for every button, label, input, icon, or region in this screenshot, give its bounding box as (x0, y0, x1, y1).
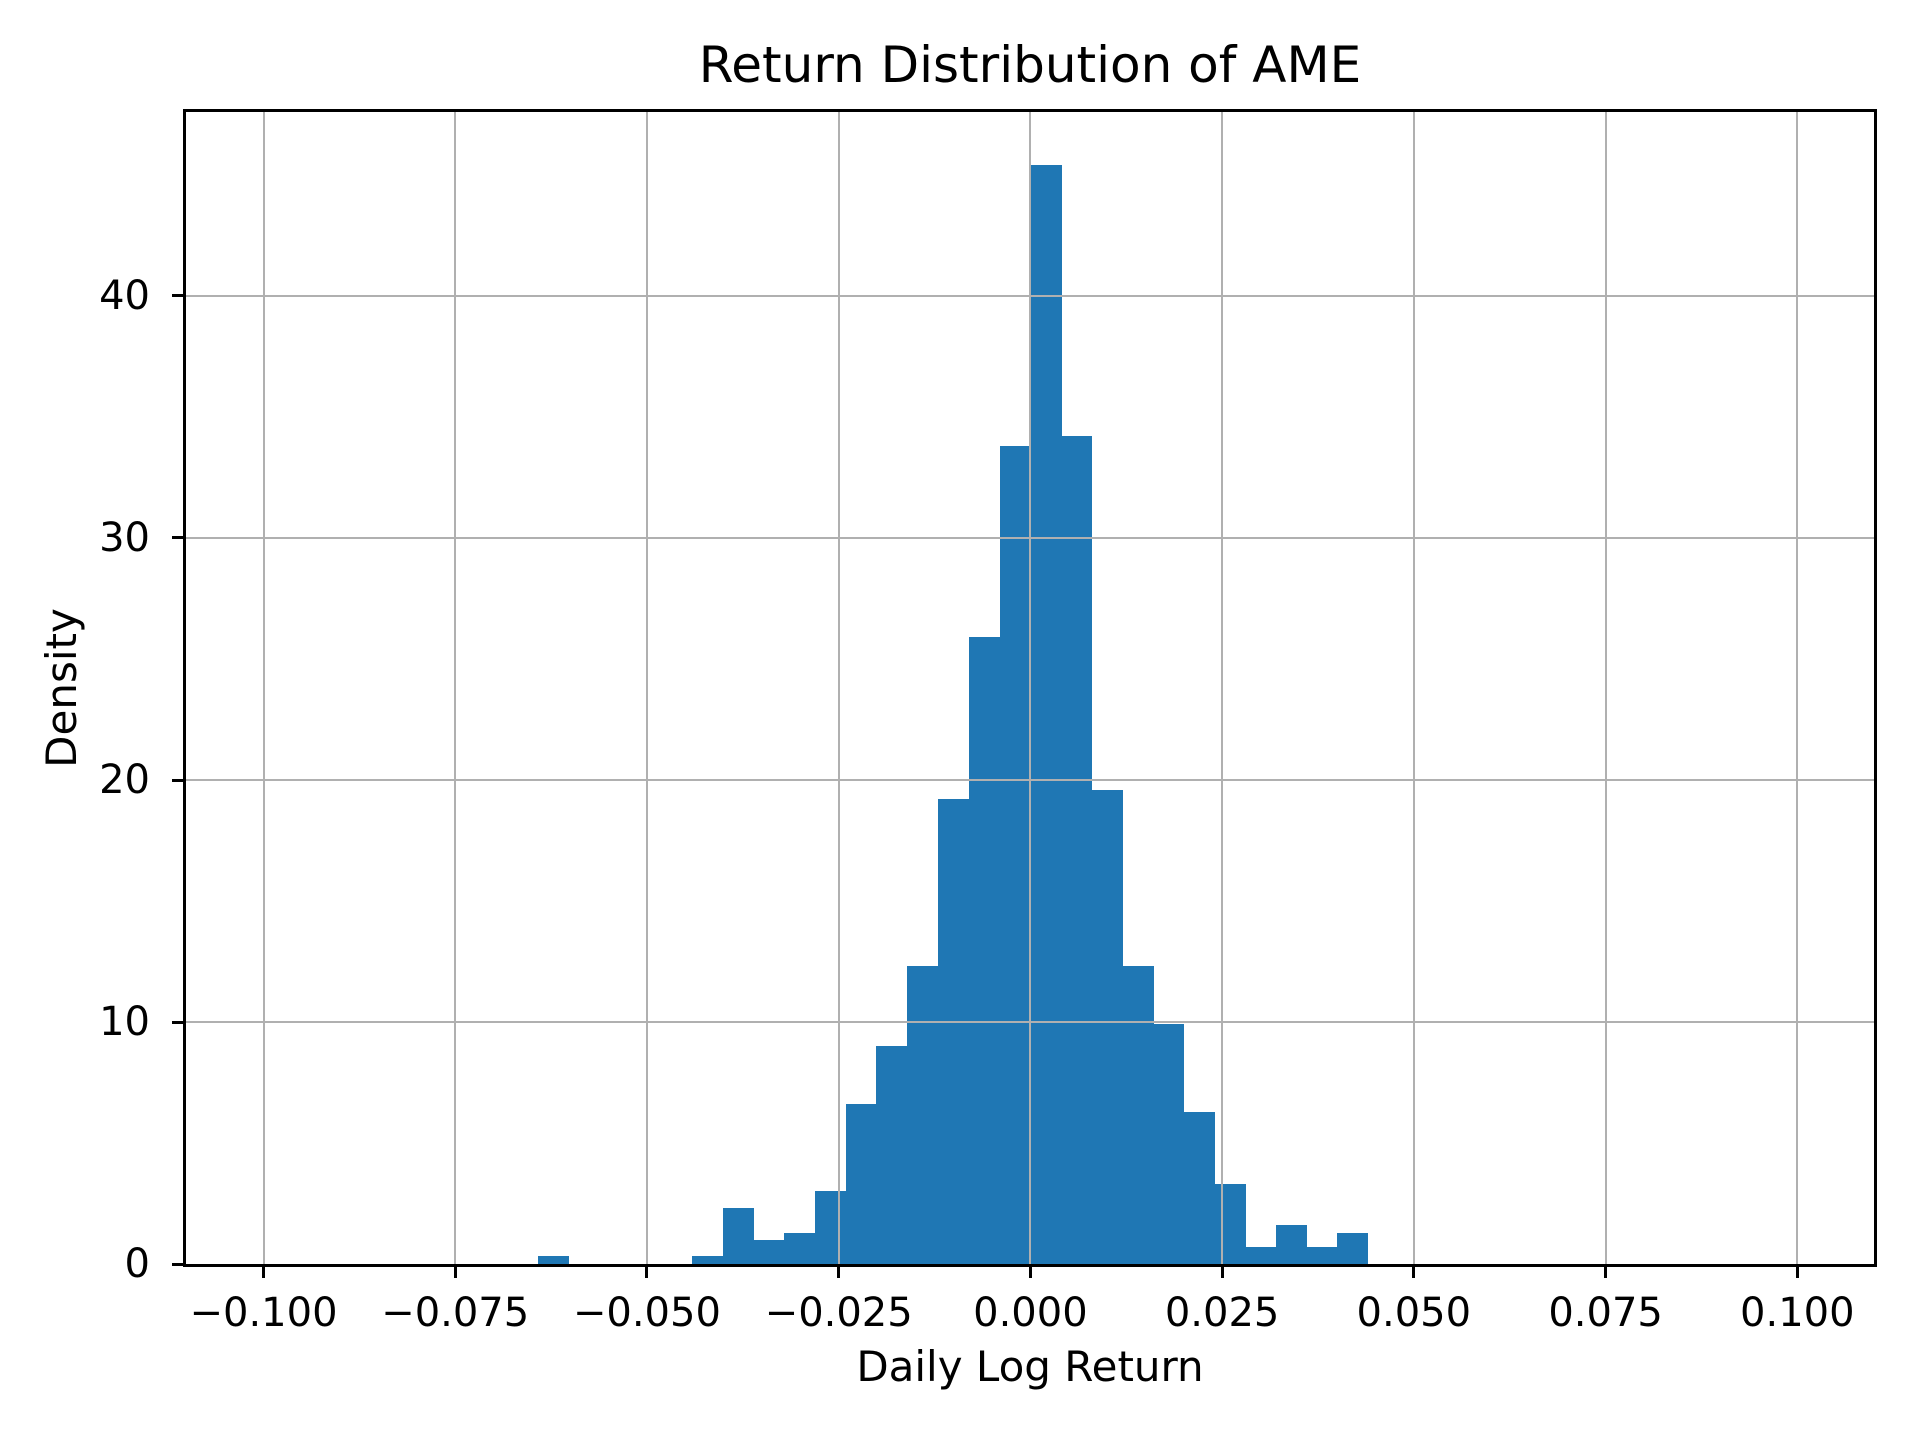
y-tick-label: 0 (124, 1241, 150, 1287)
x-tick (1795, 1264, 1799, 1278)
histogram-bar (1214, 1184, 1246, 1264)
x-tick-label: −0.075 (381, 1290, 530, 1336)
x-tick (1604, 1264, 1608, 1278)
x-gridline (645, 112, 648, 1264)
y-tick-label: 20 (99, 757, 150, 803)
histogram-bar (814, 1191, 847, 1264)
y-tick (172, 294, 186, 298)
chart-title: Return Distribution of AME (698, 36, 1362, 94)
y-axis-label: Density (37, 608, 86, 768)
x-tick (1412, 1264, 1416, 1278)
x-tick-label: −0.100 (189, 1290, 338, 1336)
histogram-bar (999, 446, 1031, 1264)
y-gridline (186, 1021, 1874, 1023)
y-tick (172, 778, 186, 782)
histogram-bar (1183, 1111, 1215, 1264)
x-gridline (1604, 112, 1607, 1264)
x-gridline (837, 112, 840, 1264)
histogram-bar (753, 1239, 785, 1264)
x-gridline (1221, 112, 1224, 1264)
histogram-bar (937, 799, 970, 1264)
histogram-bar (906, 966, 939, 1264)
histogram-bar (784, 1232, 816, 1264)
x-tick (1220, 1264, 1224, 1278)
x-gridline (1796, 112, 1799, 1264)
x-tick-label: 0.100 (1740, 1290, 1855, 1336)
x-tick-label: −0.025 (764, 1290, 913, 1336)
y-gridline (186, 294, 1874, 297)
x-tick (837, 1264, 841, 1278)
histogram-bar (1245, 1247, 1277, 1264)
x-gridline (1412, 112, 1415, 1264)
y-tick (172, 536, 186, 540)
histogram-bar (1122, 966, 1154, 1264)
histogram-bar (1030, 165, 1062, 1264)
plot-area (186, 112, 1874, 1264)
y-gridline (186, 536, 1874, 539)
x-tick (1028, 1264, 1032, 1278)
x-tick-label: 0.025 (1164, 1290, 1280, 1336)
x-gridline (262, 112, 265, 1264)
y-tick-label: 40 (99, 272, 150, 319)
histogram-bar (969, 637, 1001, 1264)
histogram-bar (1306, 1247, 1338, 1264)
histogram-bar (538, 1255, 570, 1264)
histogram-bar (692, 1255, 724, 1264)
histogram-bar (845, 1104, 877, 1264)
x-tick-label: −0.050 (572, 1290, 721, 1336)
y-tick (172, 1262, 186, 1266)
y-tick-label: 30 (99, 514, 150, 561)
histogram-bar (1337, 1232, 1369, 1264)
histogram-bar (1091, 789, 1123, 1264)
x-axis-label: Daily Log Return (856, 1342, 1204, 1391)
y-gridline (186, 779, 1874, 781)
x-tick-label: 0.000 (973, 1290, 1088, 1336)
histogram-bar (876, 1046, 908, 1264)
histogram-bar (1153, 1024, 1185, 1264)
y-tick (172, 1020, 186, 1024)
y-tick-label: 10 (99, 999, 150, 1045)
x-gridline (454, 112, 457, 1264)
histogram-bar (1275, 1225, 1307, 1264)
x-tick (645, 1264, 649, 1278)
histogram-bar (1061, 436, 1093, 1264)
x-tick-label: 0.050 (1356, 1290, 1472, 1336)
x-tick-label: 0.075 (1548, 1290, 1663, 1336)
x-tick (262, 1264, 265, 1278)
x-tick (453, 1264, 457, 1278)
histogram-bar (722, 1208, 754, 1264)
x-gridline (1029, 112, 1032, 1264)
